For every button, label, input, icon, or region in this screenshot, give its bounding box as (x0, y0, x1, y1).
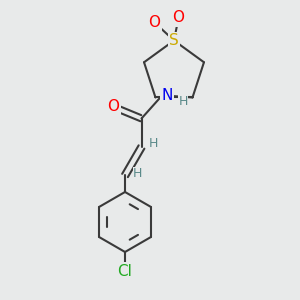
Text: S: S (169, 33, 179, 48)
Text: Cl: Cl (118, 264, 133, 279)
Text: O: O (172, 11, 184, 26)
Text: O: O (148, 15, 160, 30)
Text: H: H (178, 95, 188, 108)
Text: H: H (133, 167, 142, 181)
Text: O: O (108, 99, 120, 114)
Text: N: N (161, 88, 173, 104)
Text: H: H (149, 137, 158, 151)
